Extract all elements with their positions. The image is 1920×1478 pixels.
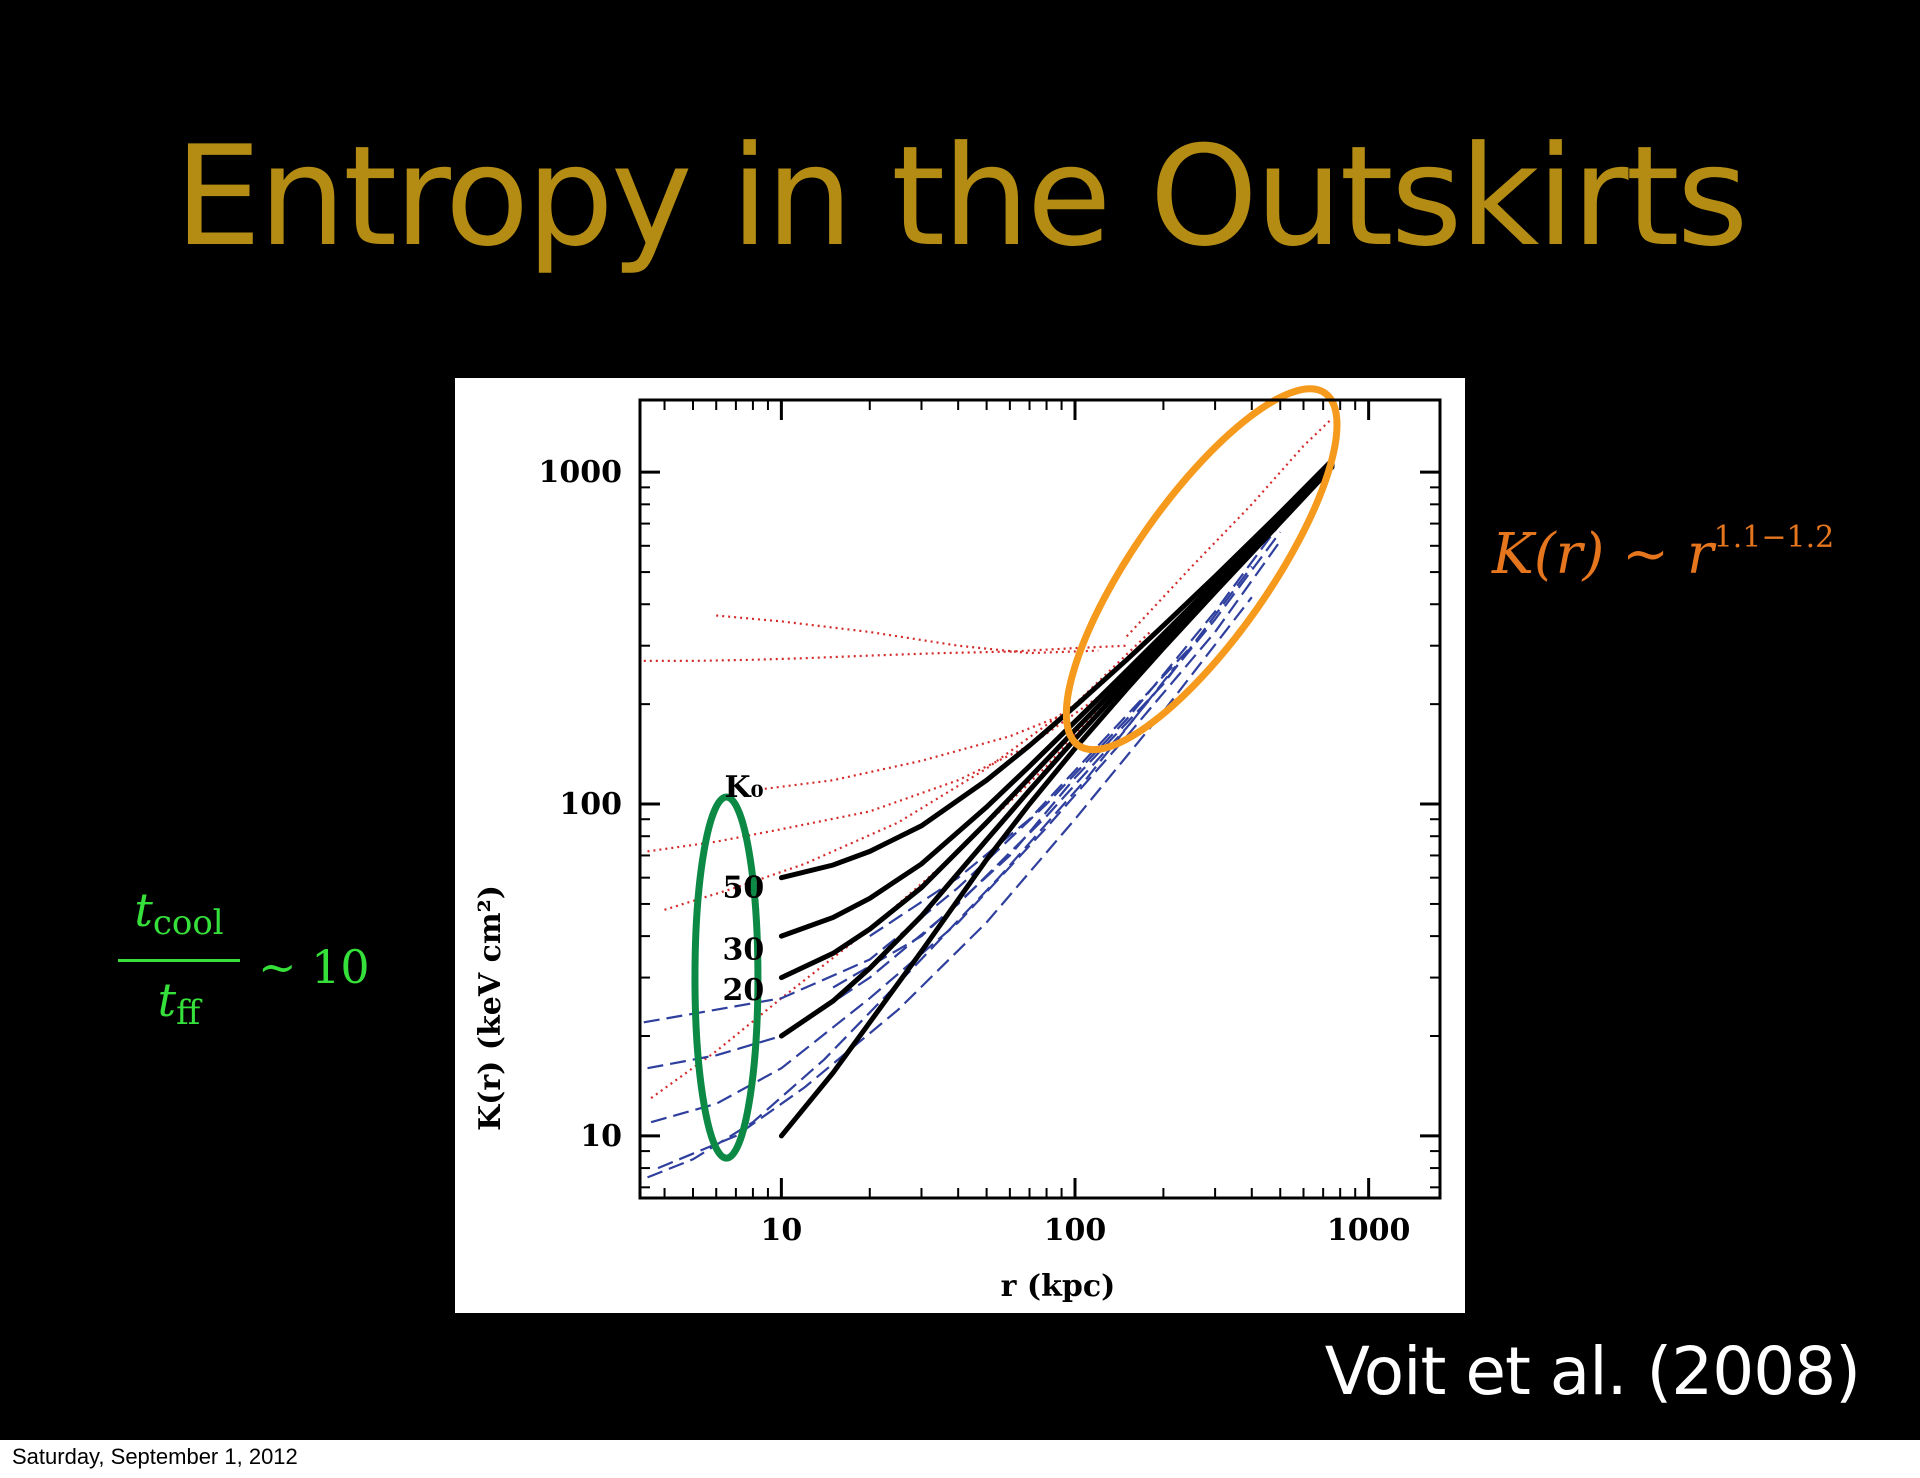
observed-dotted-profile-0 bbox=[643, 644, 1127, 662]
green-highlight-ellipse bbox=[691, 793, 762, 1162]
observed-dashed-profile-0 bbox=[643, 522, 1282, 1024]
ratio-fraction: tcool tff bbox=[118, 880, 240, 1043]
kr-base: r bbox=[1686, 522, 1714, 587]
k0-labels: K₀ 50 30 20 bbox=[722, 770, 764, 1008]
model-profiles bbox=[778, 457, 1335, 1139]
y-tick-label: 10 bbox=[580, 1119, 622, 1154]
kr-tilde: ~ bbox=[1622, 522, 1670, 587]
y-axis-label: K(r) (keV cm²) bbox=[473, 885, 508, 1131]
plot-border bbox=[638, 398, 1442, 1200]
kr-lhs: K(r) bbox=[1492, 522, 1605, 587]
kr-exponent: 1.1−1.2 bbox=[1713, 520, 1835, 555]
footer-date: Saturday, September 1, 2012 bbox=[12, 1444, 298, 1469]
ratio-numerator: tcool bbox=[134, 883, 224, 943]
slide-title: Entropy in the Outskirts bbox=[174, 116, 1748, 277]
observed-dotted-profile-1 bbox=[716, 614, 1099, 655]
observed-dashed-profile-6 bbox=[869, 644, 1193, 938]
observed-dotted-profile-6 bbox=[1125, 417, 1333, 638]
highlight-ellipses bbox=[691, 385, 1341, 1162]
k0-value-label: 30 bbox=[722, 932, 764, 967]
k0-value-label: 50 bbox=[722, 871, 764, 906]
x-axis-label: r (kpc) bbox=[1001, 1269, 1116, 1304]
k0-value-label: 20 bbox=[722, 973, 764, 1008]
x-tick-label: 100 bbox=[1044, 1213, 1107, 1248]
observed-dashed-profile-2 bbox=[650, 540, 1282, 1124]
model-profile-k0-10 bbox=[778, 464, 1335, 1139]
k0-header-label: K₀ bbox=[724, 770, 763, 805]
ratio-denominator: tff bbox=[157, 973, 201, 1033]
entropy-scaling-annotation: K(r) ~ r1.1−1.2 bbox=[1492, 520, 1834, 587]
model-profile-k0-40 bbox=[778, 460, 1335, 939]
y-tick-label: 1000 bbox=[539, 455, 623, 490]
orange-highlight-ellipse bbox=[1062, 385, 1341, 754]
axis-ticks: 10 100 1000 10 100 1000 bbox=[539, 400, 1440, 1248]
model-profile-k0-60 bbox=[778, 457, 1335, 881]
plot-panel: 10 100 1000 10 100 1000 r (kpc) K(r) (keV cm²… bbox=[455, 378, 1465, 1313]
observed-dashed-profile-4 bbox=[647, 665, 1177, 1179]
ratio-rhs: ~ 10 bbox=[258, 940, 370, 994]
fraction-bar bbox=[118, 959, 240, 962]
citation: Voit et al. (2008) bbox=[1324, 1333, 1861, 1410]
entropy-profile-chart: 10 100 1000 10 100 1000 r (kpc) K(r) (keV cm²… bbox=[473, 385, 1442, 1304]
x-tick-label: 1000 bbox=[1327, 1213, 1411, 1248]
slide-background: Entropy in the Outskirts 10 100 1000 10 100 1… bbox=[0, 0, 1920, 1440]
x-tick-label: 10 bbox=[761, 1213, 803, 1248]
plot-frame bbox=[638, 398, 1442, 1200]
y-tick-label: 100 bbox=[559, 787, 622, 822]
